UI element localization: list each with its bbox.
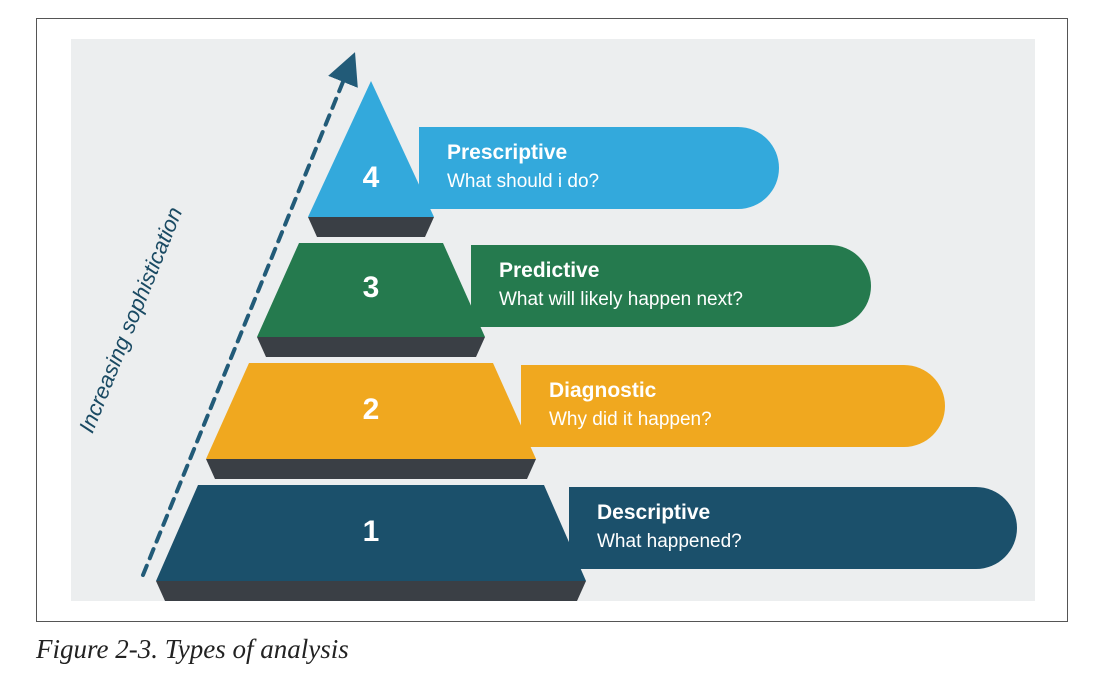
level-number: 3 — [351, 271, 391, 305]
level-pill: Diagnostic Why did it happen? — [521, 365, 945, 447]
level-subtitle: Why did it happen? — [549, 409, 917, 431]
level-pill: Prescriptive What should i do? — [419, 127, 779, 209]
level-number: 2 — [351, 393, 391, 427]
level-number: 1 — [351, 515, 391, 549]
level-shadow — [308, 217, 434, 237]
level-shadow — [206, 459, 536, 479]
level-subtitle: What should i do? — [447, 171, 751, 193]
level-number: 4 — [351, 161, 391, 195]
level-title: Prescriptive — [447, 141, 751, 165]
level-shadow — [257, 337, 485, 357]
figure-caption: Figure 2-3. Types of analysis — [36, 634, 349, 665]
diagram-canvas: Increasing sophistication DescriptiveWha… — [71, 39, 1035, 601]
level-subtitle: What happened? — [597, 531, 989, 553]
level-pill: Predictive What will likely happen next? — [471, 245, 871, 327]
figure-frame: Increasing sophistication DescriptiveWha… — [36, 18, 1068, 622]
level-title: Diagnostic — [549, 379, 917, 403]
level-subtitle: What will likely happen next? — [499, 289, 843, 311]
level-title: Descriptive — [597, 501, 989, 525]
level-shadow — [156, 581, 586, 601]
pyramid-level — [308, 81, 434, 217]
level-pill: Descriptive What happened? — [569, 487, 1017, 569]
level-title: Predictive — [499, 259, 843, 283]
